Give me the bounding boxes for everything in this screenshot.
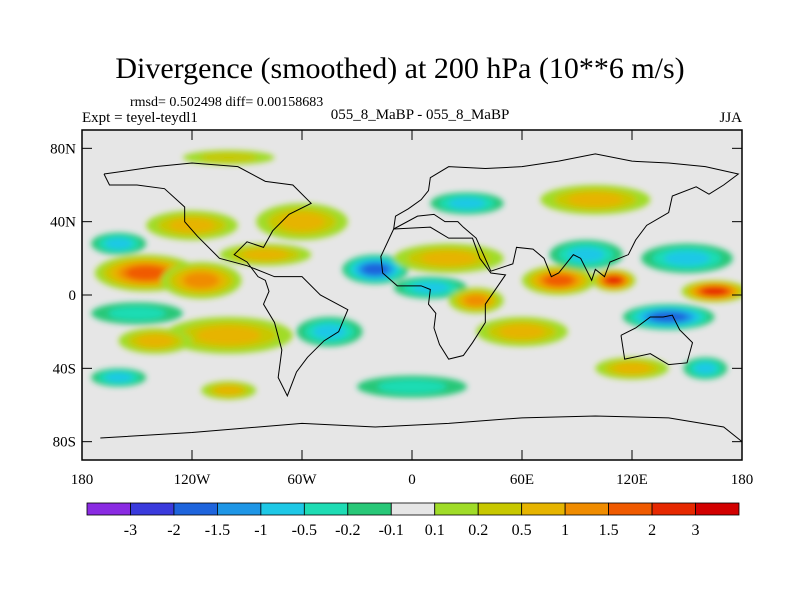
stats-label: rmsd= 0.502498 diff= 0.00158683 <box>130 95 324 110</box>
colorbar-label-0: -3 <box>124 522 137 539</box>
experiment-label: Expt = teyel-teydl1 <box>82 110 198 126</box>
x-tick-label-0: 180 <box>71 472 94 488</box>
x-tick-label-3: 0 <box>408 472 416 488</box>
colorbar-label-6: -0.1 <box>379 522 404 539</box>
contour-12-2 <box>412 282 449 294</box>
y-tick-label-3: 40S <box>53 361 76 377</box>
colorbar-label-13: 3 <box>692 522 700 539</box>
y-axis: 80N 40N 0 40S 80S <box>50 141 742 451</box>
x-tick-label-2: 60W <box>287 472 317 488</box>
coastline-0 <box>103 162 349 398</box>
coastlines <box>100 153 742 443</box>
contour-15-2 <box>567 247 605 262</box>
colorbar-label-11: 1.5 <box>599 522 619 539</box>
contour-4-2 <box>196 326 261 345</box>
contour-2-2 <box>104 238 133 250</box>
chart-title: Divergence (smoothed) at 200 hPa (10**6 … <box>115 52 685 85</box>
contour-16-5 <box>605 276 622 285</box>
x-tick-label-1: 120W <box>174 472 212 488</box>
x-axis: 180 120W 60W 0 60E 120E 180 <box>71 130 754 488</box>
y-tick-label-4: 80S <box>53 435 76 451</box>
season-label: JJA <box>719 110 742 126</box>
colorbar-label-2: -1.5 <box>205 522 230 539</box>
y-tick-label-2: 0 <box>69 288 77 304</box>
contour-0-4 <box>125 265 167 281</box>
contour-13-3 <box>464 294 489 307</box>
colorbar-label-5: -0.2 <box>335 522 360 539</box>
contour-3-1 <box>108 306 166 321</box>
contour-10-2 <box>313 324 346 339</box>
colorbar-swatch-7 <box>390 502 436 516</box>
colorbar-label-3: -1 <box>254 522 267 539</box>
contour-22-2 <box>694 362 717 374</box>
contour-8-2 <box>242 249 289 261</box>
contour-20-2 <box>499 324 545 339</box>
colorbar-label-10: 1 <box>561 522 569 539</box>
contour-27-2 <box>448 197 486 209</box>
contour-14-4 <box>544 274 574 287</box>
contour-28-1 <box>200 152 258 163</box>
contour-23-2 <box>104 372 133 383</box>
y-tick-label-0: 80N <box>50 141 76 157</box>
colorbar-swatch-14 <box>695 502 740 516</box>
coastline-2 <box>393 153 740 282</box>
coastline-1 <box>380 226 507 360</box>
colorbar-swatch-1 <box>130 502 175 516</box>
colorbar-swatch-2 <box>173 502 218 516</box>
contour-18-5 <box>702 287 727 296</box>
contour-7-2 <box>279 212 325 231</box>
colorbar-label-8: 0.2 <box>468 522 488 539</box>
contour-26-2 <box>567 192 623 208</box>
colorbar-swatch-3 <box>216 502 262 516</box>
contour-17-2 <box>664 251 710 266</box>
colorbar-swatch-4 <box>260 502 305 516</box>
colorbar-label-12: 2 <box>648 522 656 539</box>
colorbar-swatch-8 <box>434 502 479 516</box>
colorbar-swatch-6 <box>347 502 392 516</box>
coastline-4 <box>100 415 742 443</box>
contour-19-4 <box>650 311 688 323</box>
coastline-3 <box>620 314 694 366</box>
colorbar-label-9: 0.5 <box>512 522 532 539</box>
colorbar-swatch-11 <box>564 502 610 516</box>
contour-11-2 <box>421 251 477 266</box>
colorbar-swatch-10 <box>521 502 566 516</box>
contour-9-4 <box>362 263 389 276</box>
colorbar-swatch-12 <box>608 502 653 516</box>
colorbar-swatch-0 <box>86 502 131 516</box>
contour-6-2 <box>169 218 215 233</box>
colorbar-swatch-9 <box>477 502 523 516</box>
contour-5-2 <box>137 334 174 348</box>
contour-25-1 <box>377 379 447 394</box>
colorbar-label-4: -0.5 <box>292 522 317 539</box>
y-tick-label-1: 40N <box>50 215 76 231</box>
contour-21-2 <box>613 362 651 374</box>
field-contours <box>91 150 742 400</box>
colorbar-label-1: -2 <box>167 522 180 539</box>
contour-24-2 <box>214 385 243 395</box>
colorbar-swatch-5 <box>303 502 349 516</box>
run-label: 055_8_MaBP - 055_8_MaBP <box>330 107 510 123</box>
contour-1-3 <box>183 272 219 289</box>
x-tick-label-6: 180 <box>731 472 754 488</box>
colorbar-label-7: 0.1 <box>425 522 445 539</box>
colorbar-swatch-13 <box>651 502 696 516</box>
colorbar: -3 -2 -1.5 -1 -0.5 -0.2 -0.1 0.1 0.2 0.5 1 1.5 2 3 <box>86 502 740 539</box>
x-tick-label-5: 120E <box>616 472 648 488</box>
x-tick-label-4: 60E <box>510 472 534 488</box>
